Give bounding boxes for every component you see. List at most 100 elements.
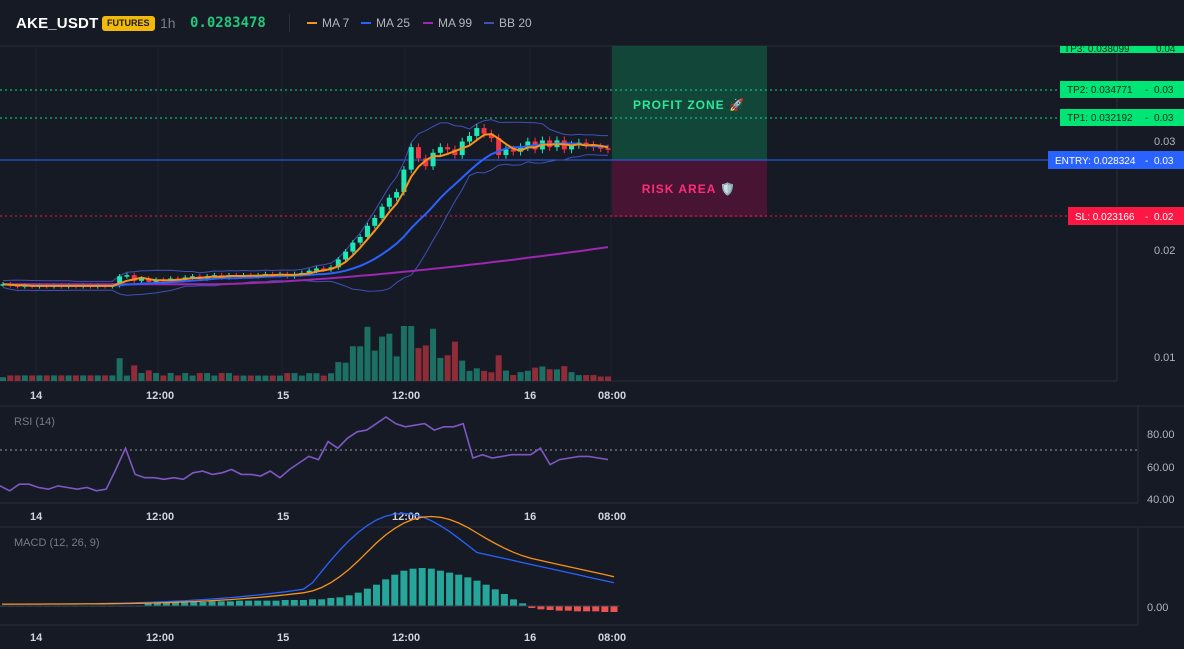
level-lines: [0, 89, 1117, 217]
macd-hist-bar: [564, 606, 572, 611]
candle-body: [321, 268, 327, 270]
trade-zones: PROFIT ZONE 🚀 RISK AREA 🛡️: [612, 46, 767, 217]
candle-body: [445, 147, 451, 150]
volume-bar: [233, 375, 240, 381]
legend-ma25[interactable]: MA 25: [361, 16, 410, 30]
volume-bar: [502, 370, 509, 381]
volume-bar: [342, 362, 349, 381]
macd-title: MACD (12, 26, 9): [14, 537, 100, 549]
candle-body: [364, 225, 370, 237]
volume-bar: [371, 350, 378, 381]
tp1-tag-text: TP1: 0.032192: [1067, 113, 1133, 124]
volume-bar: [575, 375, 582, 381]
volume-bar: [65, 375, 72, 381]
candle-body: [518, 147, 524, 152]
volume-bar: [0, 377, 6, 381]
candle-body: [379, 206, 385, 218]
macd-hist-bar: [363, 588, 371, 606]
price-axis[interactable]: 0.03 0.02 0.01: [1154, 136, 1175, 364]
bb-upper-line: [2, 119, 608, 282]
legend-ma99[interactable]: MA 99: [423, 16, 472, 30]
symbol-name[interactable]: AKE_USDT: [16, 15, 99, 32]
volume-bar: [306, 373, 313, 381]
macd-hist-bar: [254, 600, 262, 606]
macd-hist-bar: [446, 572, 454, 606]
entry-tag-text: ENTRY: 0.028324: [1055, 156, 1136, 167]
macd-hist-bar: [510, 599, 518, 606]
candle-body: [569, 144, 575, 150]
legend-ma7[interactable]: MA 7: [307, 16, 349, 30]
macd-time-1200-b: 12:00: [392, 632, 420, 644]
candle-body: [124, 275, 130, 277]
volume-bar: [138, 373, 145, 381]
time-16: 16: [524, 390, 536, 402]
macd-time-14: 14: [30, 632, 43, 644]
macd-hist-bar: [336, 597, 344, 606]
volume-bar: [466, 370, 473, 381]
volume-bar: [123, 375, 130, 381]
volume-bar: [320, 375, 327, 381]
timeframe-label[interactable]: 1h: [160, 15, 176, 31]
volume-bar: [605, 376, 611, 381]
candle-body: [481, 128, 487, 134]
profit-zone-label: PROFIT ZONE 🚀: [633, 98, 745, 112]
volume-bar: [335, 362, 342, 381]
candles: [0, 123, 611, 289]
volume-bar: [116, 358, 123, 381]
last-price: 0.0283478: [190, 15, 266, 31]
chart-header: AKE_USDT FUTURES 1h 0.0283478 MA 7 MA 25…: [0, 0, 1184, 46]
macd-hist-bar: [592, 606, 600, 612]
candle-body: [437, 147, 443, 153]
volume-bar: [269, 375, 276, 381]
volume-bar: [328, 373, 335, 381]
price-tick-002: 0.02: [1154, 245, 1175, 257]
candle-body: [408, 147, 414, 170]
candle-body: [117, 276, 123, 286]
volume-bar: [561, 366, 568, 381]
volume-bar: [211, 375, 218, 381]
candle-body: [503, 149, 509, 156]
volume-bar: [379, 336, 386, 381]
volume-bar: [386, 333, 393, 381]
candle-body: [138, 278, 144, 281]
sl-axis-value: 0.02: [1154, 212, 1174, 223]
macd-hist-bar: [464, 577, 472, 606]
candle-body: [401, 169, 407, 193]
volume-bar: [408, 326, 415, 381]
rsi-axis: 80.00 60.00 40.00: [1147, 429, 1175, 506]
volume-bar: [415, 348, 422, 381]
macd-hist-bar: [409, 568, 417, 606]
header-divider: [289, 14, 290, 32]
volume-bar: [532, 367, 539, 381]
volume-bar: [553, 369, 560, 381]
macd-hist-bar: [318, 599, 326, 606]
entry-axis-dash: -: [1145, 156, 1148, 167]
candle-body: [510, 149, 516, 152]
rsi-tick-60: 60.00: [1147, 462, 1175, 474]
macd-hist-bar: [400, 570, 408, 606]
macd-hist-bar: [573, 606, 581, 612]
candle-body: [343, 251, 349, 260]
legend-bb20[interactable]: BB 20: [484, 16, 532, 30]
volume-bar: [291, 373, 298, 381]
volume-bar: [51, 375, 58, 381]
macd-hist-bar: [555, 606, 563, 611]
volume-bar: [488, 372, 495, 381]
sl-axis-dash: -: [1145, 212, 1148, 223]
macd-hist-bar: [391, 574, 399, 606]
macd-hist-bar: [528, 606, 536, 608]
vertical-grid: [35, 46, 612, 381]
macd-hist-bar: [327, 598, 335, 606]
volume-bar: [539, 366, 546, 381]
macd-hist-bar: [309, 599, 317, 606]
macd-hist-bar: [546, 606, 554, 610]
macd-hist-bar: [172, 602, 180, 606]
bb20-swatch: [484, 22, 494, 24]
ma25-swatch: [361, 22, 371, 24]
macd-hist-bar: [272, 600, 280, 606]
ma7-line: [2, 132, 609, 287]
tp1-axis-dash: -: [1145, 113, 1148, 124]
candle-body: [605, 148, 611, 150]
macd-histogram: [0, 568, 620, 612]
